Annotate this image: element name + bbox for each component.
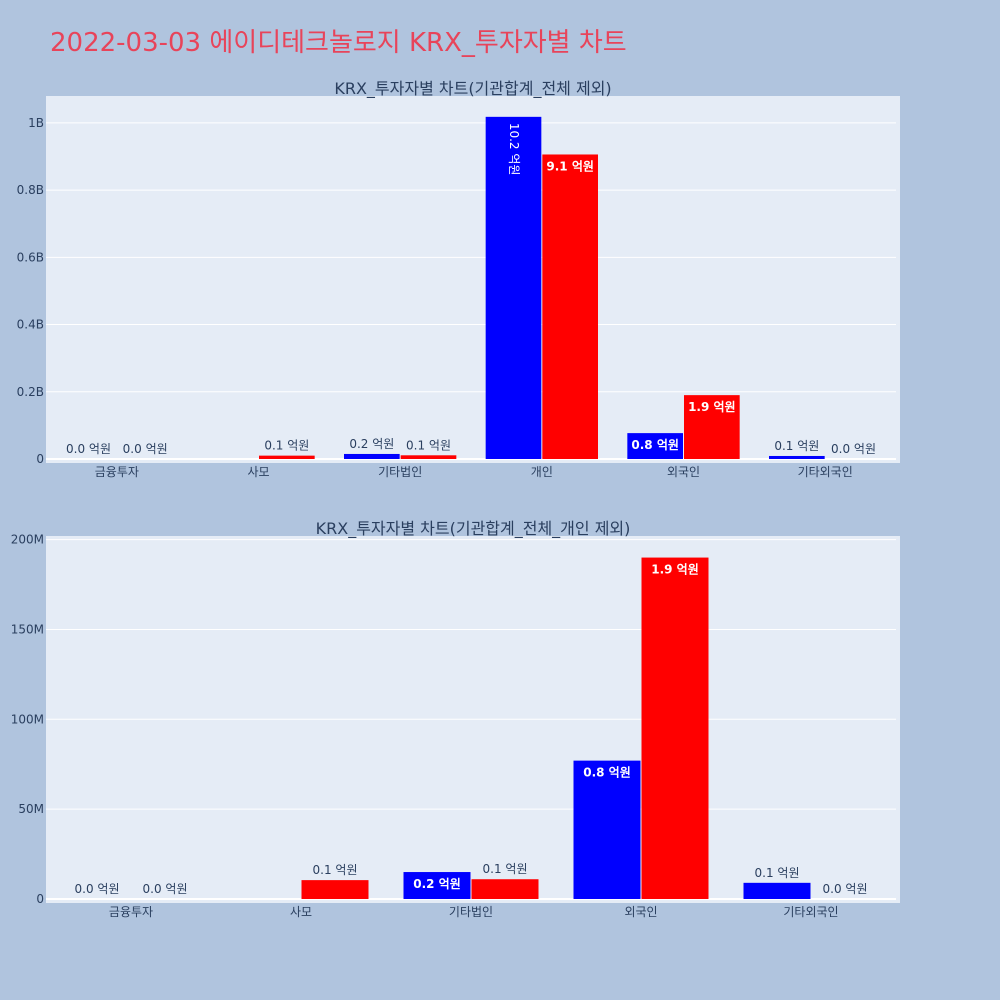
bar xyxy=(301,880,369,899)
data-label: 0.1 억원 xyxy=(755,866,800,880)
data-label: 9.1 억원 xyxy=(546,159,594,173)
x-tick-label: 외국인 xyxy=(667,465,700,479)
data-label: 0.0 억원 xyxy=(123,442,168,456)
chart-panel-1: KRX_투자자별 차트(기관합계_전체 제외) 0 0.2B 0.4B 0.6B 0.8B… xyxy=(17,79,900,479)
x-tick-label: 개인 xyxy=(531,465,553,479)
bar xyxy=(259,455,315,459)
page-title: 2022-03-03 에이디테크놀로지 KRX_투자자별 차트 xyxy=(50,28,627,58)
x-tick-label: 기타법인 xyxy=(378,465,422,479)
data-label: 0.8 억원 xyxy=(631,438,679,452)
y-tick-label: 0.6B xyxy=(17,250,44,264)
data-label: 0.1 억원 xyxy=(483,862,528,876)
x-tick-label: 기타외국인 xyxy=(783,905,838,919)
data-label: 0.2 억원 xyxy=(413,877,461,891)
y-tick-label: 0 xyxy=(36,452,44,466)
data-label: 1.9 억원 xyxy=(688,400,736,414)
y-tick-label: 200M xyxy=(11,533,44,547)
data-label: 1.9 억원 xyxy=(651,563,699,577)
data-label: 0.1 억원 xyxy=(313,863,358,877)
bar xyxy=(403,872,471,899)
x-tick-label: 금융투자 xyxy=(109,905,153,919)
y-tick-label: 100M xyxy=(11,712,44,726)
data-label: 0.2 억원 xyxy=(349,437,394,451)
plot-area xyxy=(46,96,900,463)
x-tick-label: 사모 xyxy=(247,465,269,479)
y-tick-label: 1B xyxy=(28,116,44,130)
data-label: 0.1 억원 xyxy=(774,439,819,453)
bar xyxy=(344,453,400,459)
bar xyxy=(743,882,811,899)
data-label: 10.2 억원 xyxy=(507,123,521,176)
x-tick-label: 기타외국인 xyxy=(798,465,853,479)
bar xyxy=(471,879,539,899)
bar xyxy=(485,116,542,459)
bar xyxy=(627,433,683,459)
data-label: 0.0 억원 xyxy=(75,882,120,896)
y-tick-label: 150M xyxy=(11,622,44,636)
data-label: 0.1 억원 xyxy=(264,439,309,453)
y-tick-label: 0.2B xyxy=(17,385,44,399)
bar xyxy=(769,455,825,459)
y-tick-label: 0.8B xyxy=(17,183,44,197)
chart-title: KRX_투자자별 차트(기관합계_전체_개인 제외) xyxy=(316,519,631,539)
bar xyxy=(573,760,641,899)
bar xyxy=(542,154,598,459)
y-tick-label: 0.4B xyxy=(17,318,44,332)
y-tick-label: 50M xyxy=(18,802,44,816)
bar xyxy=(684,395,740,459)
chart-title: KRX_투자자별 차트(기관합계_전체 제외) xyxy=(334,79,611,99)
data-label: 0.1 억원 xyxy=(406,438,451,452)
bar xyxy=(641,557,709,899)
data-label: 0.0 억원 xyxy=(823,882,868,896)
y-tick-label: 0 xyxy=(36,892,44,906)
bar xyxy=(400,455,457,459)
data-label: 0.0 억원 xyxy=(831,442,876,456)
chart-panel-2: KRX_투자자별 차트(기관합계_전체_개인 제외) 0 50M 100M 150M 20… xyxy=(11,519,900,919)
x-tick-label: 외국인 xyxy=(624,905,657,919)
data-label: 0.0 억원 xyxy=(143,882,188,896)
x-tick-label: 기타법인 xyxy=(449,905,493,919)
x-tick-label: 사모 xyxy=(290,905,312,919)
data-label: 0.0 억원 xyxy=(66,442,111,456)
x-tick-label: 금융투자 xyxy=(95,465,139,479)
data-label: 0.8 억원 xyxy=(583,766,631,780)
